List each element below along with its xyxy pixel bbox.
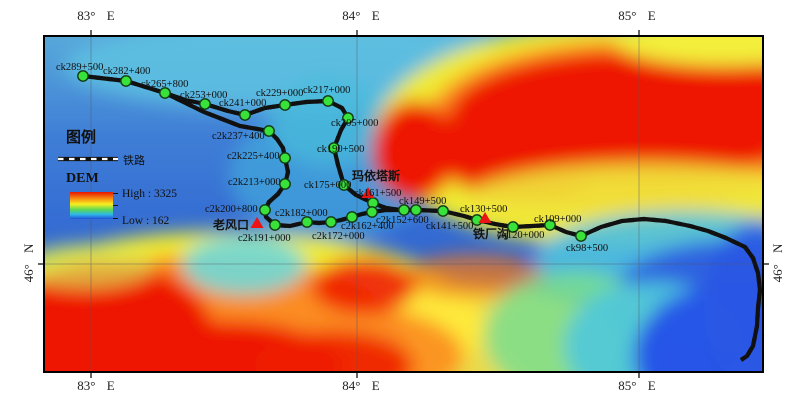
place-triangle [250,217,264,228]
station-label: ck141+500 [426,221,474,232]
station-marker [507,221,519,233]
station-marker [269,219,281,231]
station-marker [159,87,171,99]
place-triangle [361,187,375,198]
station-marker [301,216,313,228]
legend-title: 图例 [66,130,97,146]
axis-label-bottom-85e: 85° E [618,378,656,393]
station-label: ck98+500 [566,243,609,254]
axis-label-right-46n: 46° N [770,243,785,283]
station-marker [77,70,89,82]
station-label: c2k162+400 [341,221,394,232]
legend-high-label: High : 3325 [122,188,177,200]
station-marker [398,204,410,216]
map-frame-border [38,30,769,378]
station-markers [77,70,587,242]
station-label: ck175+000 [304,180,352,191]
legend-low-label: Low : 162 [122,215,170,227]
place-label: 玛依塔斯 [352,169,401,183]
axis-label-top-83e: 83° E [77,8,115,23]
station-label: ck161+500 [354,188,402,199]
station-label: ck130+500 [460,204,508,215]
colorbar-tick-high [113,193,118,194]
colorbar-tick-low [113,218,118,219]
axis-label-bottom-84e: 84° E [342,378,380,393]
station-label: ck282+400 [103,66,151,77]
station-label: ck109+000 [534,214,582,225]
dem-colorbar [70,192,113,219]
station-label: ck205+000 [331,118,379,129]
place-triangle [478,212,492,223]
station-marker [325,216,337,228]
place-label: 老风口 [213,218,250,232]
station-marker [575,230,587,242]
station-label: ck120+000 [497,230,545,241]
dem-raster [44,36,763,372]
station-marker [322,95,334,107]
legend-railway-label: 铁路 [123,155,145,167]
station-label: ck253+000 [180,90,228,101]
station-label: c2k213+000 [228,177,281,188]
station-marker [259,204,271,216]
station-marker [120,75,132,87]
station-label: ck241+000 [219,98,267,109]
station-marker [279,178,291,190]
station-label: ck265+800 [141,79,189,90]
station-marker [239,109,251,121]
station-label: c2k172+000 [312,231,365,242]
railway-line-main [83,76,763,360]
station-marker [437,205,449,217]
station-marker [342,112,354,124]
colorbar-tick-mid [113,205,118,206]
station-label: c2k237+400 [212,131,265,142]
place-label: 铁厂沟 [473,227,510,241]
station-label: ck149+500 [399,196,447,207]
station-marker [346,211,358,223]
station-label: c2k182+000 [275,208,328,219]
station-label: c2k200+800 [205,204,258,215]
axis-label-bottom-83e: 83° E [77,378,115,393]
place-triangles [250,187,492,228]
station-marker [366,206,378,218]
station-label: c2k225+400 [227,151,280,162]
station-marker [279,99,291,111]
station-label: ck289+500 [56,62,104,73]
station-label: ck190+500 [317,144,365,155]
station-marker [199,98,211,110]
axis-label-left-46n: 46° N [21,243,36,283]
station-marker [338,179,350,191]
station-label: c2k191+000 [238,233,291,244]
station-label: c2k152+600 [376,215,429,226]
station-label: ck229+000 [256,88,304,99]
axis-label-top-84e: 84° E [342,8,380,23]
station-label: ck217+000 [303,85,351,96]
station-marker [328,142,340,154]
legend-dem-title: DEM [66,171,99,186]
station-marker [544,219,556,231]
station-marker [263,125,275,137]
station-marker [279,152,291,164]
axis-label-top-85e: 85° E [618,8,656,23]
station-marker [410,204,422,216]
